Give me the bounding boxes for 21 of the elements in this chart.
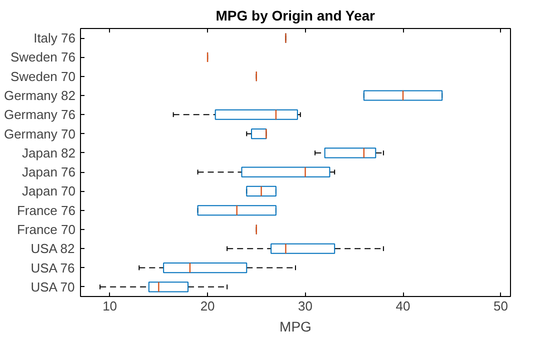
y-tick-label: France 70	[16, 222, 76, 237]
x-axis-title: MPG	[280, 318, 312, 334]
y-tick-label: Japan 82	[22, 145, 76, 160]
y-tick-label: USA 76	[30, 260, 75, 276]
y-tick-label: Italy 76	[34, 30, 76, 46]
y-tick-label: Germany 82	[4, 88, 76, 103]
x-tick-label: 10	[102, 298, 118, 314]
y-tick-label: Japan 70	[22, 184, 76, 199]
x-tick-label: 20	[200, 298, 215, 314]
y-tick-label: USA 82	[30, 241, 75, 256]
y-tick-label: Germany 70	[4, 126, 76, 142]
x-tick-label: 40	[396, 298, 410, 314]
x-tick-label: 50	[493, 298, 508, 314]
y-tick-label: USA 70	[30, 279, 75, 294]
y-tick-label: Japan 76	[22, 164, 76, 180]
chart-title: MPG by Origin and Year	[216, 8, 376, 24]
y-tick-label: Sweden 70	[10, 68, 76, 84]
y-tick-label: Germany 76	[4, 107, 76, 122]
x-tick-label: 30	[298, 298, 313, 314]
y-tick-label: France 76	[16, 202, 76, 218]
y-tick-label: Sweden 76	[10, 50, 76, 65]
